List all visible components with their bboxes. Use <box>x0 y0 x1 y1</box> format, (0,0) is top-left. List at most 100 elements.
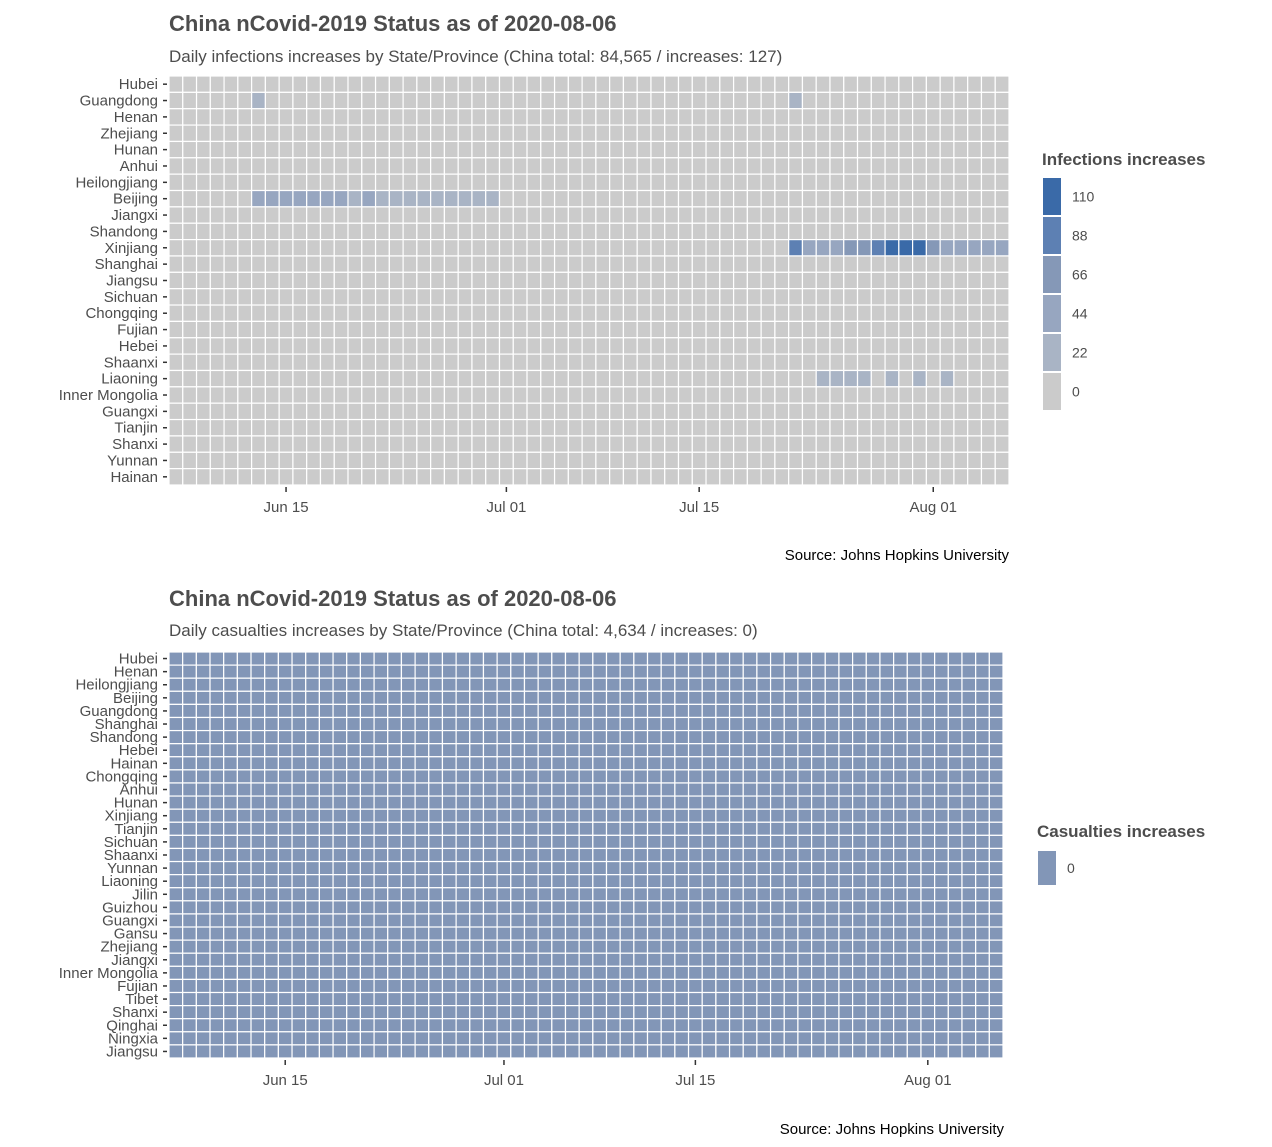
heatmap-cell <box>430 369 446 388</box>
heatmap-cell <box>332 1044 348 1059</box>
heatmap-cell <box>815 173 831 192</box>
heatmap-cell <box>810 664 826 679</box>
heatmap-cell <box>251 140 266 159</box>
heatmap-cell <box>797 756 813 771</box>
heatmap-cell <box>457 157 473 175</box>
heatmap-cell <box>416 173 432 192</box>
heatmap-cell <box>980 288 996 306</box>
heatmap-cell <box>441 821 457 836</box>
heatmap-cell <box>961 834 977 850</box>
heatmap-cell <box>728 860 744 876</box>
heatmap-cell <box>609 222 625 241</box>
heatmap-cell <box>719 353 735 372</box>
heatmap-cell <box>512 239 528 257</box>
heatmap-cell <box>961 1031 977 1046</box>
heatmap-cell <box>884 402 900 421</box>
heatmap-cell <box>884 451 900 470</box>
heatmap-cell <box>732 75 748 93</box>
heatmap-cell <box>319 402 335 421</box>
heatmap-cell <box>195 304 211 323</box>
heatmap-cell <box>884 140 900 159</box>
heatmap-cell <box>496 690 512 705</box>
heatmap-cell <box>414 743 430 758</box>
heatmap-cell <box>223 834 238 850</box>
heatmap-cell <box>920 834 936 850</box>
heatmap-cell <box>496 991 512 1007</box>
heatmap-cell <box>498 91 514 110</box>
heatmap-cell <box>387 716 403 732</box>
heatmap-cell <box>168 239 184 257</box>
heatmap-cell <box>441 677 457 692</box>
row-label: Jiangsu <box>106 273 158 290</box>
heatmap-cell <box>332 939 348 954</box>
heatmap-cell <box>581 304 597 323</box>
heatmap-cell <box>373 978 389 994</box>
heatmap-cell <box>633 743 649 758</box>
heatmap-cell <box>578 887 594 902</box>
heatmap-cell <box>523 887 539 902</box>
heatmap-cell <box>742 834 758 850</box>
heatmap-cell <box>455 821 471 836</box>
heatmap-cell <box>540 402 556 421</box>
x-tick-label: Jul 01 <box>486 499 526 516</box>
heatmap-cell <box>756 926 772 941</box>
heatmap-cell <box>715 1005 731 1020</box>
heatmap-cell <box>291 729 307 745</box>
heatmap-cell <box>650 451 666 470</box>
heatmap-cell <box>291 978 307 994</box>
heatmap-cell <box>209 782 225 797</box>
heatmap-cell <box>361 206 377 224</box>
heatmap-cell <box>925 320 941 339</box>
heatmap-cell <box>660 743 676 758</box>
heatmap-cell <box>251 288 266 306</box>
heatmap-cell <box>953 239 969 257</box>
heatmap-cell <box>595 288 611 306</box>
heatmap-cell <box>732 451 748 470</box>
heatmap-cell <box>387 795 403 810</box>
heatmap-cell <box>553 402 569 421</box>
heatmap-cell <box>967 468 983 486</box>
heatmap-cell <box>592 926 608 941</box>
heatmap-cell <box>469 703 485 719</box>
heatmap-cell <box>305 874 320 889</box>
heatmap-cell <box>719 108 735 126</box>
heatmap-cell <box>523 729 539 745</box>
row-label: Liaoning <box>101 873 158 890</box>
heatmap-cell <box>884 206 900 224</box>
heatmap-cell <box>414 729 430 745</box>
heatmap-cell <box>769 1018 785 1033</box>
heatmap-cell <box>537 834 553 850</box>
heatmap-cell <box>567 304 583 323</box>
heatmap-cell <box>838 1005 854 1020</box>
heatmap-cell <box>537 664 553 679</box>
heatmap-cell <box>523 651 539 666</box>
heatmap-cell <box>374 320 390 339</box>
heatmap-cell <box>347 124 363 143</box>
heatmap-cell <box>912 418 927 437</box>
heatmap-cell <box>373 729 389 745</box>
heatmap-cell <box>523 952 539 967</box>
heatmap-cell <box>209 353 225 372</box>
heatmap-cell <box>912 124 927 143</box>
heatmap-cell <box>319 304 335 323</box>
heatmap-cell <box>223 108 239 126</box>
heatmap-cell <box>402 75 418 93</box>
heatmap-cell <box>306 239 322 257</box>
heatmap-cell <box>567 451 583 470</box>
heatmap-cell <box>843 108 859 126</box>
heatmap-cell <box>865 991 881 1007</box>
heatmap-cell <box>728 743 744 758</box>
heatmap-cell <box>893 743 908 758</box>
heatmap-cell <box>264 157 280 175</box>
heatmap-cell <box>920 677 936 692</box>
heatmap-cell <box>967 157 983 175</box>
x-tick-label: Jul 15 <box>675 1072 715 1089</box>
heatmap-cell <box>769 769 785 784</box>
heatmap-cell <box>469 821 485 836</box>
heatmap-cell <box>953 320 969 339</box>
heatmap-cell <box>578 756 594 771</box>
heatmap-cell <box>457 320 473 339</box>
heatmap-cell <box>540 288 556 306</box>
heatmap-cell <box>774 140 790 159</box>
heatmap-cell <box>581 173 597 192</box>
